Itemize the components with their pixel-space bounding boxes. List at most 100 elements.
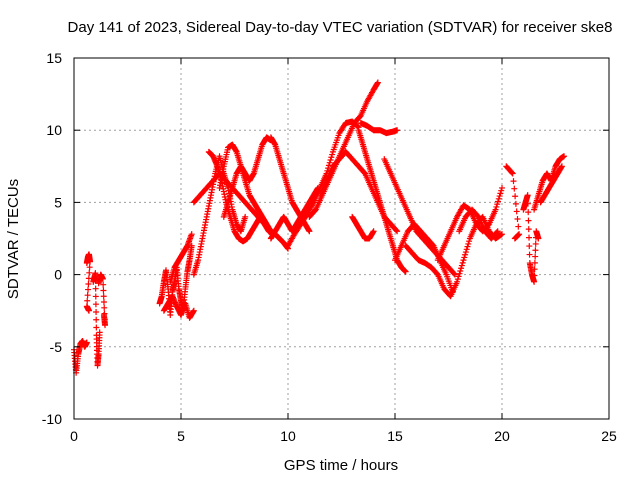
- data-series-segment: [537, 163, 565, 206]
- data-series-segment: [83, 251, 94, 314]
- data-point: [454, 278, 461, 285]
- data-point: [451, 271, 458, 278]
- data-point: [100, 312, 107, 319]
- data-point: [493, 203, 500, 210]
- data-point: [92, 301, 99, 308]
- data-point: [394, 127, 401, 134]
- data-point: [85, 275, 92, 282]
- x-tick-label: 25: [601, 428, 617, 444]
- data-series-segment: [95, 271, 109, 329]
- chart-title: Day 141 of 2023, Sidereal Day-to-day VTE…: [68, 19, 613, 36]
- data-point: [87, 258, 94, 265]
- data-point: [531, 259, 538, 266]
- data-point: [463, 246, 470, 253]
- data-series-segment: [71, 338, 90, 376]
- data-point: [328, 154, 335, 161]
- data-series-segment: [90, 270, 103, 369]
- y-tick-label: 5: [54, 194, 62, 210]
- x-axis-ticks: 0 5 10 15 20 25: [70, 58, 617, 444]
- x-tick-label: 10: [280, 428, 296, 444]
- data-point: [524, 200, 531, 207]
- data-point: [561, 153, 568, 160]
- data-point: [535, 235, 542, 242]
- data-point: [402, 268, 409, 275]
- data-series-segment: [285, 118, 362, 249]
- x-tick-label: 15: [387, 428, 403, 444]
- data-point: [306, 228, 313, 235]
- data-point: [93, 308, 100, 315]
- grid-lines: [74, 58, 609, 419]
- data-point: [494, 228, 501, 235]
- data-point: [462, 251, 469, 258]
- data-point: [100, 293, 107, 300]
- data-series-segment: [381, 156, 458, 278]
- data-point: [457, 267, 464, 274]
- data-point: [532, 240, 539, 247]
- data-point: [394, 228, 401, 235]
- data-point: [514, 216, 521, 223]
- data-point: [96, 329, 103, 336]
- data-point: [329, 151, 336, 158]
- data-point: [455, 273, 462, 280]
- data-series-segment: [392, 221, 456, 295]
- data-point: [84, 292, 91, 299]
- data-point: [458, 265, 465, 272]
- data-point: [84, 297, 91, 304]
- data-point: [326, 159, 333, 166]
- data-point: [85, 307, 92, 314]
- x-tick-label: 20: [494, 428, 510, 444]
- data-point: [531, 278, 538, 285]
- data-point: [454, 276, 461, 283]
- data-point: [86, 264, 93, 271]
- data-point: [512, 193, 519, 200]
- data-point: [370, 228, 377, 235]
- data-point: [495, 195, 502, 202]
- data-point: [515, 223, 522, 230]
- y-tick-label: 10: [46, 122, 62, 138]
- data-point: [354, 123, 361, 130]
- data-point: [456, 270, 463, 277]
- data-point: [100, 281, 107, 288]
- data-point: [524, 192, 531, 199]
- data-point: [525, 226, 532, 233]
- data-series-segment: [402, 213, 505, 300]
- data-series-segment: [520, 192, 542, 285]
- data-point: [466, 238, 473, 245]
- data-points: [71, 79, 568, 376]
- y-tick-label: 15: [46, 50, 62, 66]
- data-point: [531, 272, 538, 279]
- data-point: [499, 231, 505, 238]
- data-point: [499, 184, 505, 191]
- data-point: [525, 209, 532, 216]
- data-point: [498, 187, 505, 194]
- data-series-segment: [357, 119, 401, 137]
- data-point: [83, 339, 90, 346]
- data-point: [532, 253, 539, 260]
- data-point: [100, 287, 107, 294]
- data-point: [93, 324, 100, 331]
- data-point: [93, 316, 100, 323]
- data-series-segment: [434, 184, 505, 264]
- data-point: [92, 285, 99, 292]
- data-point: [494, 201, 501, 208]
- data-point: [393, 227, 400, 234]
- data-point: [92, 270, 99, 277]
- data-point: [526, 251, 533, 258]
- data-point: [92, 293, 99, 300]
- data-point: [526, 243, 533, 250]
- data-point: [526, 234, 533, 241]
- data-point: [531, 266, 538, 273]
- data-point: [242, 213, 249, 220]
- x-axis-label: GPS time / hours: [284, 457, 398, 474]
- data-point: [100, 299, 107, 306]
- data-series-segment: [456, 206, 501, 242]
- y-axis-ticks: -10 -5 0 5 10 15: [42, 50, 609, 427]
- data-series-segment: [160, 293, 197, 321]
- data-series-segment: [349, 213, 377, 242]
- data-point: [99, 275, 106, 282]
- data-point: [461, 254, 468, 261]
- data-point: [458, 262, 465, 269]
- data-point: [327, 156, 334, 163]
- data-point: [86, 269, 93, 276]
